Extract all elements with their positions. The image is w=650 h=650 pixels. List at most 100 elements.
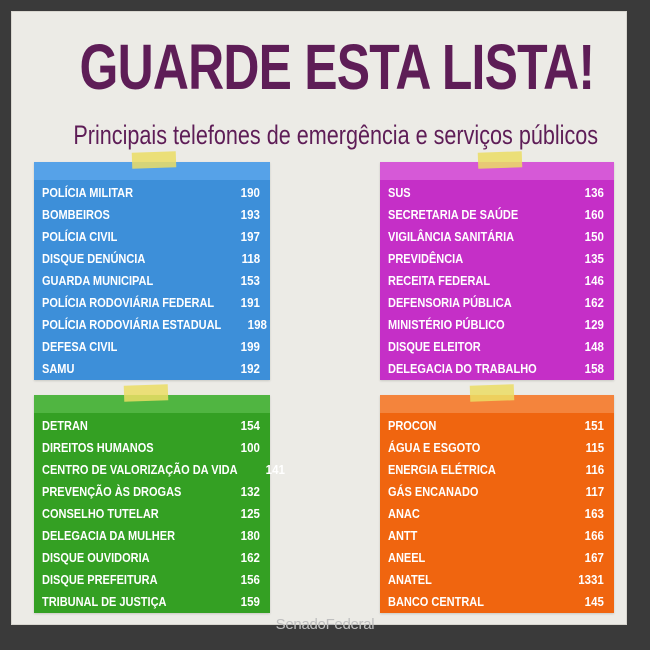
phone-number: 1331 xyxy=(578,573,604,587)
phone-number: 151 xyxy=(584,419,604,433)
card-header-band xyxy=(380,162,614,180)
list-item: GÁS ENCANADO 117 xyxy=(388,481,604,503)
list-item: ANEEL 167 xyxy=(388,547,604,569)
list-item: PREVENÇÃO ÀS DROGAS 132 xyxy=(42,481,260,503)
phone-number: 135 xyxy=(584,252,604,266)
service-name: ANTT xyxy=(388,529,418,543)
phone-number: 115 xyxy=(585,441,604,455)
list-item: ANAC 163 xyxy=(388,503,604,525)
list-item: ANATEL 1331 xyxy=(388,569,604,591)
service-name: SUS xyxy=(388,186,411,200)
phone-number: 129 xyxy=(584,318,604,332)
poster-subtitle: Principais telefones de emergência e ser… xyxy=(73,120,599,150)
list-item: DEFENSORIA PÚBLICA 162 xyxy=(388,292,604,314)
service-name: DELEGACIA DA MULHER xyxy=(42,529,176,543)
list-item: DETRAN 154 xyxy=(42,415,260,437)
phone-number: 136 xyxy=(584,186,604,200)
phone-number: 193 xyxy=(240,208,260,222)
phone-list: SUS 136 SECRETARIA DE SAÚDE 160 VIGILÂNCIA S… xyxy=(388,182,604,380)
phone-number: 198 xyxy=(247,318,267,332)
list-item: BOMBEIROS 193 xyxy=(42,204,260,226)
service-name: DISQUE ELEITOR xyxy=(388,340,481,354)
list-item: CONSELHO TUTELAR 125 xyxy=(42,503,260,525)
service-name: POLÍCIA RODOVIÁRIA FEDERAL xyxy=(42,296,215,310)
phone-number: 100 xyxy=(240,441,260,455)
phone-number: 141 xyxy=(265,463,286,477)
phone-number: 167 xyxy=(584,551,604,565)
service-name: POLÍCIA RODOVIÁRIA ESTADUAL xyxy=(42,318,222,332)
list-item: PREVIDÊNCIA 135 xyxy=(388,248,604,270)
service-name: DISQUE PREFEITURA xyxy=(42,573,158,587)
list-item: DISQUE DENÚNCIA 118 xyxy=(42,248,260,270)
phone-number: 132 xyxy=(240,485,260,499)
poster-sheet: GUARDE ESTA LISTA! Principais telefones … xyxy=(12,12,626,624)
list-item: SAMU 192 xyxy=(42,358,260,380)
list-item: POLÍCIA MILITAR 190 xyxy=(42,182,260,204)
list-item: TRIBUNAL DE JUSTIÇA 159 xyxy=(42,591,260,613)
card-header-band xyxy=(34,162,270,180)
phone-number: 158 xyxy=(584,362,604,376)
phone-number: 118 xyxy=(241,252,260,266)
list-item: SUS 136 xyxy=(388,182,604,204)
phone-number: 197 xyxy=(240,230,260,244)
card-header-band xyxy=(380,395,614,413)
phone-number: 192 xyxy=(240,362,260,376)
phone-number: 125 xyxy=(240,507,260,521)
tape-strip xyxy=(469,384,515,402)
service-name: ÁGUA E ESGOTO xyxy=(388,441,481,455)
list-item: ÁGUA E ESGOTO 115 xyxy=(388,437,604,459)
card-emergency: POLÍCIA MILITAR 190 BOMBEIROS 193 POLÍCIA CI… xyxy=(34,151,270,380)
phone-number: 117 xyxy=(585,485,604,499)
phone-number: 153 xyxy=(240,274,260,288)
service-name: SAMU xyxy=(42,362,75,376)
phone-number: 145 xyxy=(584,595,604,609)
phone-number: 159 xyxy=(240,595,260,609)
service-name: DEFESA CIVIL xyxy=(42,340,118,354)
list-item: DEFESA CIVIL 199 xyxy=(42,336,260,358)
service-name: DIREITOS HUMANOS xyxy=(42,441,154,455)
list-item: CENTRO DE VALORIZAÇÃO DA VIDA 141 xyxy=(42,459,285,481)
tape-strip xyxy=(131,151,177,169)
phone-number: 162 xyxy=(584,296,604,310)
service-name: ANAC xyxy=(388,507,420,521)
list-item: BANCO CENTRAL 145 xyxy=(388,591,604,613)
tape-strip xyxy=(477,151,523,169)
phone-number: 180 xyxy=(240,529,260,543)
service-name: CENTRO DE VALORIZAÇÃO DA VIDA xyxy=(42,463,238,477)
list-item: MINISTÉRIO PÚBLICO 129 xyxy=(388,314,604,336)
phone-number: 116 xyxy=(585,463,604,477)
list-item: ENERGIA ELÉTRICA 116 xyxy=(388,459,604,481)
service-name: POLÍCIA CIVIL xyxy=(42,230,118,244)
phone-number: 190 xyxy=(240,186,260,200)
service-name: POLÍCIA MILITAR xyxy=(42,186,134,200)
service-name: DEFENSORIA PÚBLICA xyxy=(388,296,512,310)
poster-title: GUARDE ESTA LISTA! xyxy=(79,31,596,103)
phone-number: 199 xyxy=(240,340,260,354)
phone-number: 154 xyxy=(240,419,260,433)
service-name: CONSELHO TUTELAR xyxy=(42,507,159,521)
service-name: TRIBUNAL DE JUSTIÇA xyxy=(42,595,167,609)
service-name: VIGILÂNCIA SANITÁRIA xyxy=(388,230,515,244)
phone-number: 162 xyxy=(240,551,260,565)
service-name: ENERGIA ELÉTRICA xyxy=(388,463,496,477)
phone-number: 156 xyxy=(240,573,260,587)
service-name: ANATEL xyxy=(388,573,432,587)
list-item: DISQUE ELEITOR 148 xyxy=(388,336,604,358)
service-name: DISQUE DENÚNCIA xyxy=(42,252,146,266)
phone-list: DETRAN 154 DIREITOS HUMANOS 100 CENTRO DE VA… xyxy=(42,415,285,613)
service-name: DISQUE OUVIDORIA xyxy=(42,551,150,565)
service-name: SECRETARIA DE SAÚDE xyxy=(388,208,519,222)
phone-number: 146 xyxy=(584,274,604,288)
list-item: SECRETARIA DE SAÚDE 160 xyxy=(388,204,604,226)
list-item: DISQUE PREFEITURA 156 xyxy=(42,569,260,591)
service-name: DETRAN xyxy=(42,419,88,433)
service-name: GÁS ENCANADO xyxy=(388,485,479,499)
service-name: PREVIDÊNCIA xyxy=(388,252,464,266)
service-name: DELEGACIA DO TRABALHO xyxy=(388,362,537,376)
card-public-services: SUS 136 SECRETARIA DE SAÚDE 160 VIGILÂNCIA S… xyxy=(380,151,614,380)
service-name: PROCON xyxy=(388,419,437,433)
list-item: RECEITA FEDERAL 146 xyxy=(388,270,604,292)
senado-federal-logo: SenadoFederal xyxy=(275,616,375,633)
card-social-services: DETRAN 154 DIREITOS HUMANOS 100 CENTRO DE VA… xyxy=(34,384,285,613)
service-name: ANEEL xyxy=(388,551,426,565)
